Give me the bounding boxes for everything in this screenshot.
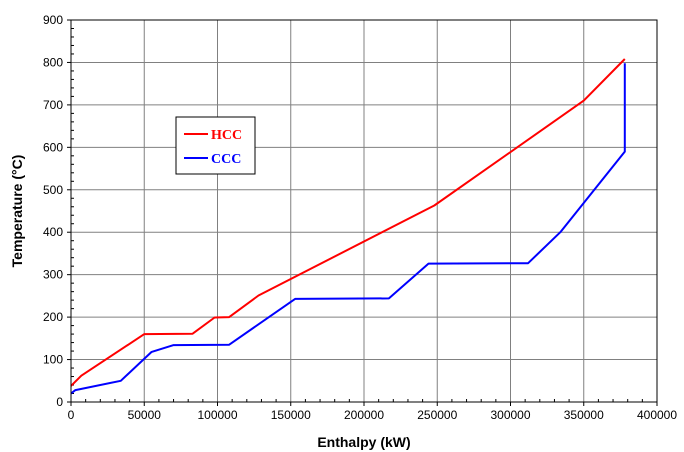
plot-border xyxy=(70,19,658,403)
y-tick-labels: 0 100 200 300 400 500 600 700 800 900 xyxy=(43,13,63,409)
x-tick-label: 300000 xyxy=(490,408,530,422)
y-tick-label: 700 xyxy=(43,98,63,112)
x-tick-label: 100000 xyxy=(197,408,237,422)
x-tick-label: 350000 xyxy=(564,408,604,422)
x-tick-label: 200000 xyxy=(344,408,384,422)
x-tick-label: 400000 xyxy=(637,408,677,422)
y-tick-label: 200 xyxy=(43,310,63,324)
y-tick-label: 800 xyxy=(43,55,63,69)
x-tick-label: 50000 xyxy=(128,408,162,422)
legend-box xyxy=(175,116,256,175)
y-tick-label: 500 xyxy=(43,183,63,197)
x-tick-label: 250000 xyxy=(417,408,457,422)
y-tick-label: 0 xyxy=(56,395,63,409)
x-tick-labels: 0 50000 100000 150000 200000 250000 300000 3500… xyxy=(68,408,678,422)
legend: HCC CCC xyxy=(175,116,256,175)
series-line-hcc xyxy=(70,58,626,387)
legend-label-hcc: HCC xyxy=(211,128,242,143)
x-tick-label: 0 xyxy=(68,408,75,422)
series-lines xyxy=(70,58,626,395)
x-axis-title: Enthalpy (kW) xyxy=(317,434,410,450)
y-tick-label: 900 xyxy=(43,13,63,27)
y-axis-title: Temperature (°C) xyxy=(9,155,25,268)
legend-label-ccc: CCC xyxy=(211,152,241,167)
major-ticks xyxy=(67,19,658,406)
y-tick-label: 100 xyxy=(43,353,63,367)
y-tick-label: 600 xyxy=(43,140,63,154)
y-tick-label: 400 xyxy=(43,225,63,239)
y-tick-label: 300 xyxy=(43,268,63,282)
x-tick-label: 150000 xyxy=(271,408,311,422)
series-line-ccc xyxy=(70,63,626,395)
